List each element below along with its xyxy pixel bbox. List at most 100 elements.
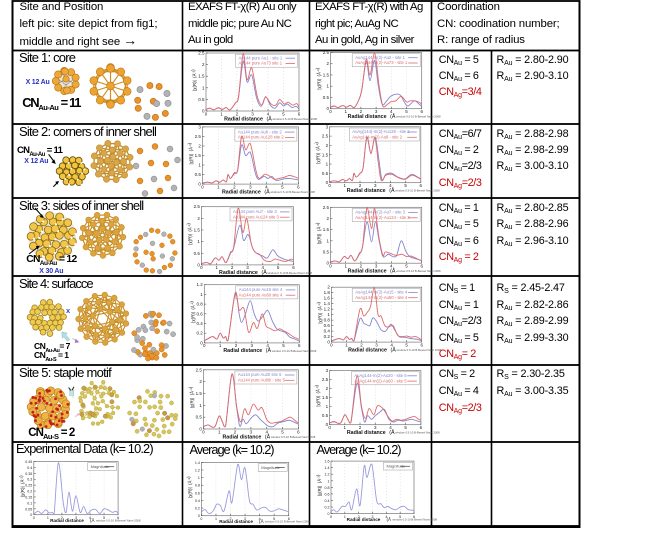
svg-text:0: 0 xyxy=(200,265,203,270)
svg-text:2: 2 xyxy=(326,216,329,221)
svg-text:2: 2 xyxy=(327,285,330,290)
svg-text:Radial distance: Radial distance xyxy=(50,518,84,523)
svg-text:2: 2 xyxy=(234,429,237,434)
svg-text:|χ(R)| (Å-3): |χ(R)| (Å-3) xyxy=(316,301,323,323)
svg-text:4: 4 xyxy=(389,425,392,430)
svg-text:0.45: 0.45 xyxy=(25,460,32,464)
svg-text:2: 2 xyxy=(231,265,234,270)
svg-text:3: 3 xyxy=(198,124,201,129)
svg-text:2.5: 2.5 xyxy=(196,367,203,372)
svg-text:1.5: 1.5 xyxy=(322,152,329,157)
svg-text:2: 2 xyxy=(360,109,363,114)
svg-text:6: 6 xyxy=(420,425,423,430)
svg-text:5: 5 xyxy=(103,516,105,520)
svg-text:6: 6 xyxy=(420,183,423,188)
svg-text:1: 1 xyxy=(217,184,220,189)
svg-text:(Å: (Å xyxy=(259,518,265,524)
svg-text:1.5: 1.5 xyxy=(194,227,201,232)
svg-text:3: 3 xyxy=(246,265,249,270)
svg-text:6: 6 xyxy=(298,343,301,348)
svg-text:2: 2 xyxy=(233,184,236,189)
svg-text:4: 4 xyxy=(259,517,261,521)
svg-text:2: 2 xyxy=(198,143,201,148)
svg-text:0.4: 0.4 xyxy=(27,466,32,470)
svg-text:|χ(R)| (Å-3): |χ(R)| (Å-3) xyxy=(314,384,321,406)
svg-text:window 0.5-10 B-Bessel Navrt 2: window 0.5-10 B-Bessel Navrt 2008 xyxy=(272,349,317,353)
svg-text:0: 0 xyxy=(329,109,332,114)
svg-text:|χ(R)| (Å-3): |χ(R)| (Å-3) xyxy=(316,474,323,496)
svg-text:window 0.5-10 B-Bessel Navrt 2: window 0.5-10 B-Bessel Navrt 2008 xyxy=(271,435,316,439)
svg-text:1: 1 xyxy=(215,517,217,521)
svg-text:1.5: 1.5 xyxy=(323,72,330,77)
svg-text:0: 0 xyxy=(30,513,32,517)
svg-text:4: 4 xyxy=(390,342,393,347)
svg-text:3: 3 xyxy=(326,124,329,129)
svg-text:window 0.5-10 B-Bessel Navrt 2: window 0.5-10 B-Bessel Navrt 2008 xyxy=(265,520,310,524)
svg-text:1.6: 1.6 xyxy=(325,460,330,464)
svg-text:3: 3 xyxy=(249,184,252,189)
svg-text:1.6: 1.6 xyxy=(324,296,331,301)
svg-text:1.4: 1.4 xyxy=(324,301,331,306)
svg-text:4: 4 xyxy=(267,111,270,116)
svg-text:Au144 pure Au60i - site 5: Au144 pure Au60i - site 5 xyxy=(238,378,286,383)
svg-text:5: 5 xyxy=(404,425,407,430)
svg-text:0.5: 0.5 xyxy=(322,171,329,176)
svg-text:4: 4 xyxy=(389,183,392,188)
svg-text:Au144 pure Au124 site 3: Au144 pure Au124 site 3 xyxy=(233,214,280,219)
svg-text:1: 1 xyxy=(218,429,221,434)
svg-text:4: 4 xyxy=(262,265,265,270)
svg-text:(Å: (Å xyxy=(391,346,397,353)
svg-text:Radial distance: Radial distance xyxy=(219,270,258,276)
svg-text:|χ(R)| (Å-3): |χ(R)| (Å-3) xyxy=(188,386,195,408)
svg-text:Magnitude: Magnitude xyxy=(261,465,280,470)
svg-text:2: 2 xyxy=(236,111,239,116)
svg-text:AuAg144-m(2)-Au15 - site 4: AuAg144-m(2)-Au15 - site 4 xyxy=(355,290,408,295)
svg-text:1.8: 1.8 xyxy=(324,290,331,295)
svg-text:1.2: 1.2 xyxy=(195,469,200,473)
svg-text:(Å: (Å xyxy=(267,115,273,122)
svg-text:1: 1 xyxy=(220,111,223,116)
svg-text:2.5: 2.5 xyxy=(322,377,329,382)
svg-text:Radial distance: Radial distance xyxy=(348,269,387,275)
svg-text:1.5: 1.5 xyxy=(195,153,202,158)
svg-text:0.2: 0.2 xyxy=(27,490,32,494)
svg-text:(Å: (Å xyxy=(261,269,267,276)
svg-text:0.5: 0.5 xyxy=(323,95,330,100)
svg-text:5: 5 xyxy=(282,343,285,348)
svg-text:0: 0 xyxy=(329,264,332,269)
svg-text:1.5: 1.5 xyxy=(196,391,203,396)
svg-text:3: 3 xyxy=(75,516,77,520)
svg-text:window 0.5-10 B-Bessel Navrt 2: window 0.5-10 B-Bessel Navrt 2008 xyxy=(96,519,141,523)
svg-text:0: 0 xyxy=(198,514,200,518)
svg-text:0.05: 0.05 xyxy=(25,507,32,511)
svg-text:0: 0 xyxy=(328,183,331,188)
svg-text:AuAg(144)-m(2)-Au128 - site 2: AuAg(144)-m(2)-Au128 - site 2 xyxy=(352,129,410,134)
svg-text:1: 1 xyxy=(326,238,329,243)
svg-text:window 0.5-10 B-Bessel Navrt 2: window 0.5-10 B-Bessel Navrt 2008 xyxy=(395,431,440,435)
svg-text:2: 2 xyxy=(326,61,329,66)
svg-text:0.4: 0.4 xyxy=(197,321,204,326)
svg-text:1: 1 xyxy=(344,515,346,519)
svg-text:0: 0 xyxy=(327,340,330,345)
svg-text:2: 2 xyxy=(358,515,360,519)
svg-text:0.4: 0.4 xyxy=(324,329,331,334)
svg-text:0.2: 0.2 xyxy=(325,506,330,510)
svg-text:1: 1 xyxy=(327,312,330,317)
svg-text:1.4: 1.4 xyxy=(195,461,200,465)
svg-text:4: 4 xyxy=(390,109,393,114)
svg-text:Magnitude: Magnitude xyxy=(91,464,110,469)
svg-text:0.5: 0.5 xyxy=(194,251,201,256)
svg-text:0: 0 xyxy=(202,109,205,114)
svg-text:|χ(R)| (Å-3): |χ(R)| (Å-3) xyxy=(314,142,321,164)
svg-text:1: 1 xyxy=(328,479,330,483)
svg-text:0.25: 0.25 xyxy=(25,484,32,488)
svg-text:|χ(R)| (Å-3): |χ(R)| (Å-3) xyxy=(187,142,194,164)
svg-text:1.2: 1.2 xyxy=(324,307,331,312)
svg-text:4: 4 xyxy=(89,516,91,520)
svg-text:6: 6 xyxy=(420,109,423,114)
svg-text:5: 5 xyxy=(404,183,407,188)
svg-text:2.5: 2.5 xyxy=(323,50,330,55)
svg-text:5: 5 xyxy=(273,517,275,521)
svg-text:2: 2 xyxy=(235,343,238,348)
svg-text:1: 1 xyxy=(344,183,347,188)
